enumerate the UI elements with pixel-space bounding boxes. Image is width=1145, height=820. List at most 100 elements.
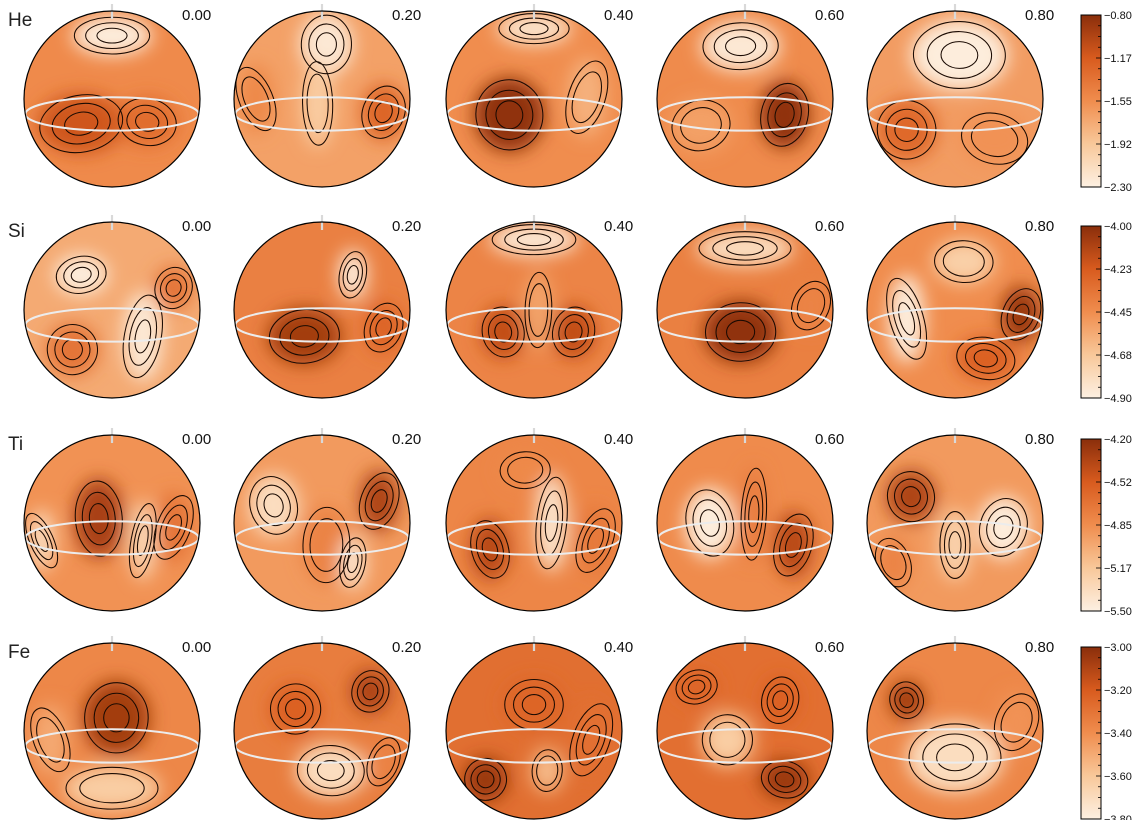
contour-lines (464, 678, 614, 801)
contour-line (30, 707, 71, 773)
abundance-spot (238, 63, 274, 135)
sphere-outline (866, 10, 1044, 188)
contour-line (475, 528, 505, 570)
abundance-spot (295, 744, 366, 797)
sphere-outline (445, 221, 623, 399)
phase-label: 0.80 (1025, 218, 1054, 235)
contour-line (79, 773, 145, 804)
contour-line (249, 476, 299, 535)
sphere-outline (445, 642, 623, 820)
contour-line (74, 480, 123, 557)
sphere-outline (866, 642, 1044, 820)
sphere-surface (234, 222, 410, 398)
phase-label: 0.20 (392, 7, 421, 24)
abundance-spot (338, 250, 367, 300)
colorbar: −4.20 −4.52 −4.85 −5.17 −5.50 (1080, 434, 1132, 618)
contour-line (912, 21, 1006, 89)
contour-line (29, 521, 54, 561)
contour-line (269, 683, 322, 735)
contour-lines (249, 472, 400, 588)
sphere-surface (657, 643, 833, 819)
contour-line (892, 290, 922, 348)
sphere-outline (656, 642, 834, 820)
sphere-outline (233, 221, 411, 399)
contour-line (309, 518, 344, 572)
contour-line (772, 690, 789, 711)
contour-line (536, 755, 559, 786)
contour-line (507, 456, 544, 484)
contour-line (46, 323, 99, 376)
abundance-spot (886, 470, 936, 523)
sphere-surface (24, 222, 200, 398)
contour-line (702, 22, 779, 71)
contour-line (880, 545, 907, 581)
contour-line (774, 101, 795, 128)
contour-line (713, 29, 768, 64)
sphere-outline (23, 642, 201, 820)
contour-line (371, 744, 396, 780)
colorbar-tick-label: −4.90 (1104, 393, 1132, 405)
abundance-spot (463, 757, 508, 802)
sphere-map: 0.60 (656, 4, 844, 188)
contour-line (289, 325, 319, 348)
contour-line (475, 79, 544, 151)
colorbar-tick-label: −1.55 (1104, 96, 1132, 108)
contour-line (784, 532, 802, 558)
sphere-map: 0.40 (445, 636, 633, 820)
sphere-map: 0.80 (866, 428, 1054, 612)
contour-line (571, 71, 603, 124)
contour-line (886, 471, 936, 523)
contour-line (88, 503, 109, 535)
abundance-spot (939, 509, 971, 581)
contour-lines (269, 670, 401, 797)
contour-line (65, 766, 159, 810)
contour-line (779, 522, 808, 568)
contour-lines (675, 669, 809, 799)
sphere-outline (23, 10, 201, 188)
contour-line (1006, 295, 1036, 333)
contour-line (165, 279, 182, 297)
sphere-surface (867, 435, 1043, 611)
contour-line (524, 271, 553, 349)
phase-label: 0.80 (1025, 639, 1054, 656)
sphere-map: 0.40 (445, 428, 633, 612)
phase-label: 0.00 (182, 431, 211, 448)
contour-line (316, 760, 345, 782)
contour-line (889, 681, 924, 719)
rows-layer: He 0.00 0.20 0.40 0.60 0.80 −0.80 −1.17 −1.55 −1.… (8, 4, 1132, 820)
contour-line (973, 349, 998, 368)
phase-label: 0.00 (182, 218, 211, 235)
contour-line (487, 314, 519, 350)
contour-line (936, 743, 974, 772)
colorbar-tick-label: −4.20 (1104, 434, 1132, 446)
contour-line (70, 266, 92, 283)
contour-line (1000, 701, 1033, 743)
sphere-surface (446, 435, 622, 611)
contour-line (346, 265, 359, 285)
abundance-spot (503, 678, 565, 731)
phase-label: 0.20 (392, 431, 421, 448)
phase-label: 0.40 (604, 431, 633, 448)
element-label: He (8, 10, 32, 31)
row-fe: Fe 0.00 0.20 0.40 0.60 0.80 −3.00−3.20−3.40−3.… (8, 636, 1132, 820)
colorbar: −3.00 −3.20 −3.40 −3.60 −3.80 (1080, 642, 1132, 820)
contour-line (894, 117, 919, 143)
sphere-surface (234, 643, 410, 819)
contour-line (235, 66, 277, 132)
sphere-map: 0.40 (445, 215, 633, 399)
abundance-spot (701, 713, 754, 767)
sphere-outline (233, 434, 411, 612)
element-label: Si (8, 221, 25, 242)
sphere-surface (24, 11, 200, 187)
colorbar-tick-label: −3.80 (1104, 814, 1132, 820)
contour-line (366, 737, 401, 787)
sphere-outline (23, 221, 201, 399)
sphere-map: 0.20 (233, 636, 421, 820)
sphere-outline (656, 10, 834, 188)
abundance-spot (359, 470, 399, 532)
abundance-spot (367, 735, 400, 789)
sphere-surface (234, 11, 410, 187)
abundance-spot (959, 112, 1030, 165)
